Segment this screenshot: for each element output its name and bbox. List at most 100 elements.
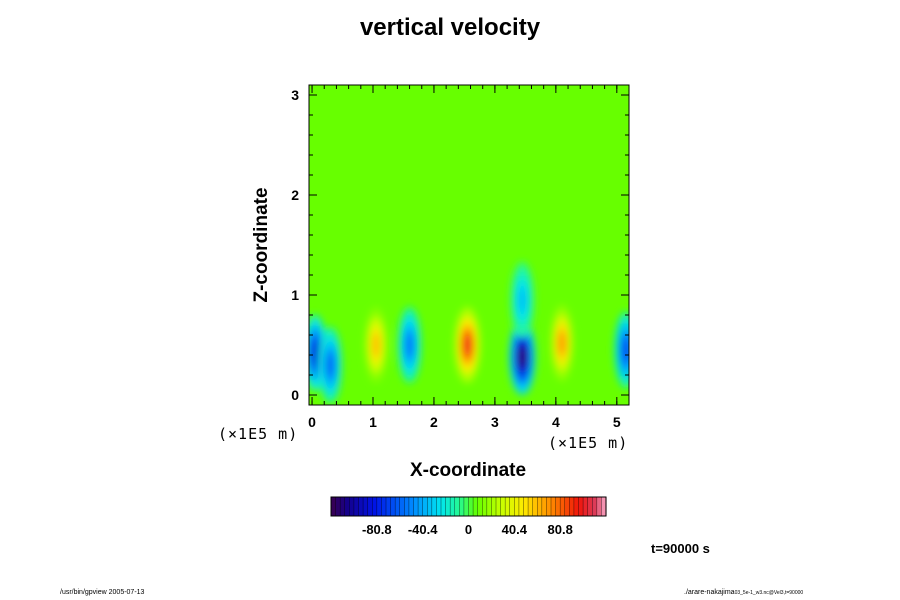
x-tick-label: 1: [369, 414, 377, 430]
colorbar-cell: [573, 497, 580, 516]
colorbar-cell: [491, 497, 497, 516]
colorbar-cell: [477, 497, 483, 516]
colorbar-cell: [486, 497, 493, 516]
colorbar-cell: [500, 497, 506, 516]
colorbar-cell: [560, 497, 566, 516]
colorbar-cell: [372, 497, 378, 516]
colorbar-cell: [386, 497, 392, 516]
colorbar-tick-label: -80.8: [362, 522, 392, 537]
colorbar-cell: [505, 497, 511, 516]
colorbar-cell: [422, 497, 428, 516]
colorbar-cell: [367, 497, 373, 516]
colorbar-cell: [399, 497, 405, 516]
colorbar-cell: [395, 497, 401, 516]
colorbar-cell: [523, 497, 529, 516]
y-tick-label: 2: [291, 187, 299, 203]
x-unit-label: (×1E5 m): [548, 434, 629, 452]
colorbar-cell: [441, 497, 447, 516]
colorbar-cell: [496, 497, 502, 516]
x-tick-label: 5: [613, 414, 621, 430]
z-unit-label: (×1E5 m): [218, 425, 299, 443]
footer-source-main: ./arare-nakajima: [684, 589, 735, 596]
x-tick-label: 4: [552, 414, 560, 430]
colorbar-cell: [473, 497, 479, 516]
colorbar-cell: [459, 497, 465, 516]
colorbar-cell: [427, 497, 433, 516]
colorbar-cell: [450, 497, 456, 516]
colorbar-cell: [363, 497, 369, 516]
velocity-cell: [326, 352, 335, 378]
velocity-cell: [518, 344, 527, 370]
colorbar-cell: [376, 497, 383, 516]
colorbar-cell: [569, 497, 575, 516]
colorbar-cell: [454, 497, 460, 516]
colorbar-cell: [404, 497, 410, 516]
colorbar-cell: [518, 497, 525, 516]
colorbar-cell: [358, 497, 364, 516]
colorbar-cell: [587, 497, 593, 516]
colorbar-cell: [592, 497, 598, 516]
velocity-cell: [405, 332, 414, 358]
colorbar-cell: [541, 497, 548, 516]
colorbar-tick-label: 40.4: [502, 522, 528, 537]
y-tick-label: 0: [291, 387, 299, 403]
colorbar-cell: [335, 497, 341, 516]
colorbar-cell: [349, 497, 355, 516]
colorbar-cell: [601, 497, 607, 516]
velocity-field: [309, 85, 629, 405]
colorbar-cell: [436, 497, 442, 516]
x-tick-label: 0: [308, 414, 316, 430]
colorbar-cell: [445, 497, 451, 516]
footer-source: ./arare-nakajima03_5e-1_w3.nc@Vel3,t=900…: [684, 589, 803, 596]
colorbar-cell: [468, 497, 474, 516]
colorbar-cell: [381, 497, 387, 516]
x-axis-label: X-coordinate: [409, 460, 527, 481]
colorbar-cell: [390, 497, 396, 516]
colorbar-cell: [514, 497, 520, 516]
footer-source-sub: 03_5e-1_w3.nc@Vel3,t=90000: [734, 590, 804, 596]
colorbar-cell: [418, 497, 424, 516]
time-label: t=90000 s: [651, 541, 710, 556]
x-tick-label: 3: [491, 414, 499, 430]
x-tick-label: 2: [430, 414, 438, 430]
velocity-cell: [518, 287, 527, 313]
colorbar-cell: [546, 497, 552, 516]
colorbar-cell: [551, 497, 557, 516]
y-axis-label: Z-coordinate: [251, 187, 272, 303]
colorbar-cell: [353, 497, 360, 516]
colorbar-cell: [482, 497, 488, 516]
colorbar-frame: [330, 496, 607, 517]
colorbar-cell: [340, 497, 346, 516]
plot-frame: [308, 84, 630, 406]
colorbar-tick-label: -40.4: [408, 522, 438, 537]
velocity-cell: [311, 340, 319, 366]
footer-command: /usr/bin/gpview 2005-07-13: [60, 589, 145, 596]
colorbar-cell: [431, 497, 438, 516]
colorbar: -80.8 -40.4 0 40.4 80.8: [330, 496, 607, 537]
y-tick-label: 1: [291, 287, 299, 303]
chart-title: vertical velocity: [359, 14, 541, 41]
velocity-cell: [622, 337, 629, 363]
colorbar-tick-label: 80.8: [548, 522, 573, 537]
colorbar-cell: [331, 497, 337, 516]
velocity-cell: [463, 332, 472, 358]
colorbar-cell: [528, 497, 534, 516]
colorbar-cell: [509, 497, 515, 516]
colorbar-cell: [463, 497, 470, 516]
colorbar-cell: [578, 497, 584, 516]
colorbar-cell: [408, 497, 415, 516]
colorbar-cell: [596, 497, 603, 516]
colorbar-cell: [555, 497, 561, 516]
velocity-cell: [558, 330, 566, 356]
axes: 0 1 2 3 4 5 0 1 2 3: [291, 85, 629, 430]
colorbar-cell: [413, 497, 419, 516]
colorbar-cell: [344, 497, 350, 516]
field-blobs: [309, 262, 629, 403]
colorbar-cell: [537, 497, 543, 516]
colorbar-cell: [532, 497, 538, 516]
y-tick-label: 3: [291, 87, 299, 103]
colorbar-cell: [564, 497, 570, 516]
colorbar-tick-label: 0: [465, 522, 472, 537]
colorbar-cell: [583, 497, 589, 516]
